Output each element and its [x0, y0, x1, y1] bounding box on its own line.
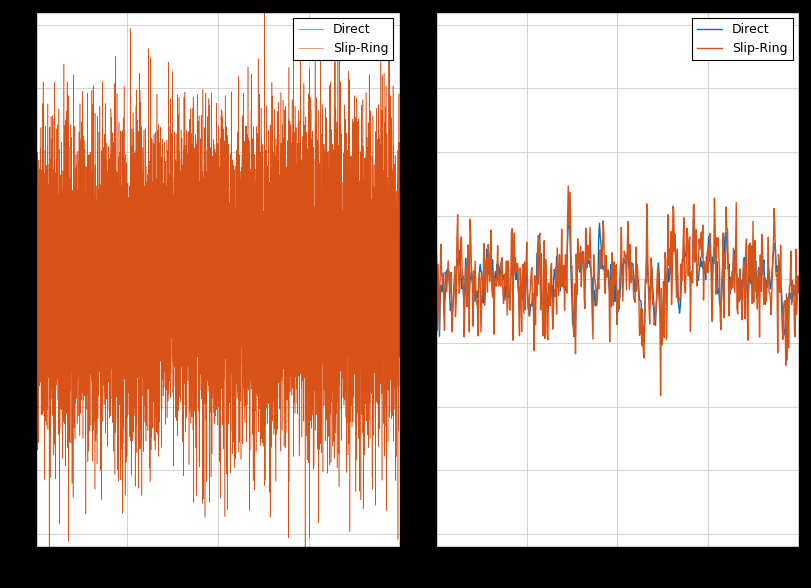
Line: Direct: Direct	[36, 220, 400, 336]
Slip-Ring	[564, 182, 573, 189]
Slip-Ring	[648, 301, 658, 308]
Slip-Ring	[395, 302, 405, 309]
Legend: Direct, Slip-Ring: Direct, Slip-Ring	[692, 18, 792, 60]
Slip-Ring	[794, 289, 804, 296]
Direct	[628, 260, 637, 268]
Direct	[33, 305, 43, 312]
Slip-Ring	[47, 379, 57, 386]
Direct	[54, 245, 63, 252]
Slip-Ring	[54, 431, 63, 438]
Line: Direct: Direct	[436, 220, 799, 337]
Direct	[604, 282, 614, 289]
Direct	[607, 260, 616, 268]
Direct	[89, 216, 99, 223]
Legend: Direct, Slip-Ring: Direct, Slip-Ring	[293, 18, 393, 60]
Slip-Ring	[45, 556, 54, 563]
Direct	[431, 266, 440, 273]
Direct	[47, 278, 57, 285]
Slip-Ring	[656, 392, 666, 399]
Slip-Ring	[375, 192, 385, 199]
Slip-Ring	[103, 191, 113, 198]
Slip-Ring	[607, 303, 616, 310]
Direct	[209, 294, 219, 301]
Slip-Ring	[32, 286, 41, 293]
Direct	[375, 257, 385, 264]
Slip-Ring	[209, 141, 219, 148]
Direct	[730, 253, 740, 260]
Direct	[571, 333, 581, 340]
Slip-Ring	[431, 270, 440, 278]
Slip-Ring	[604, 269, 614, 276]
Line: Slip-Ring: Slip-Ring	[36, 0, 400, 560]
Direct	[395, 296, 405, 303]
Direct	[32, 249, 41, 256]
Slip-Ring	[787, 301, 796, 308]
Slip-Ring	[730, 289, 740, 296]
Direct	[689, 217, 698, 224]
Slip-Ring	[628, 273, 637, 280]
Direct	[103, 261, 113, 268]
Line: Slip-Ring: Slip-Ring	[436, 186, 799, 396]
Slip-Ring	[33, 275, 43, 282]
Direct	[787, 291, 796, 298]
Direct	[794, 278, 804, 285]
Direct	[164, 332, 174, 339]
Direct	[648, 282, 658, 289]
